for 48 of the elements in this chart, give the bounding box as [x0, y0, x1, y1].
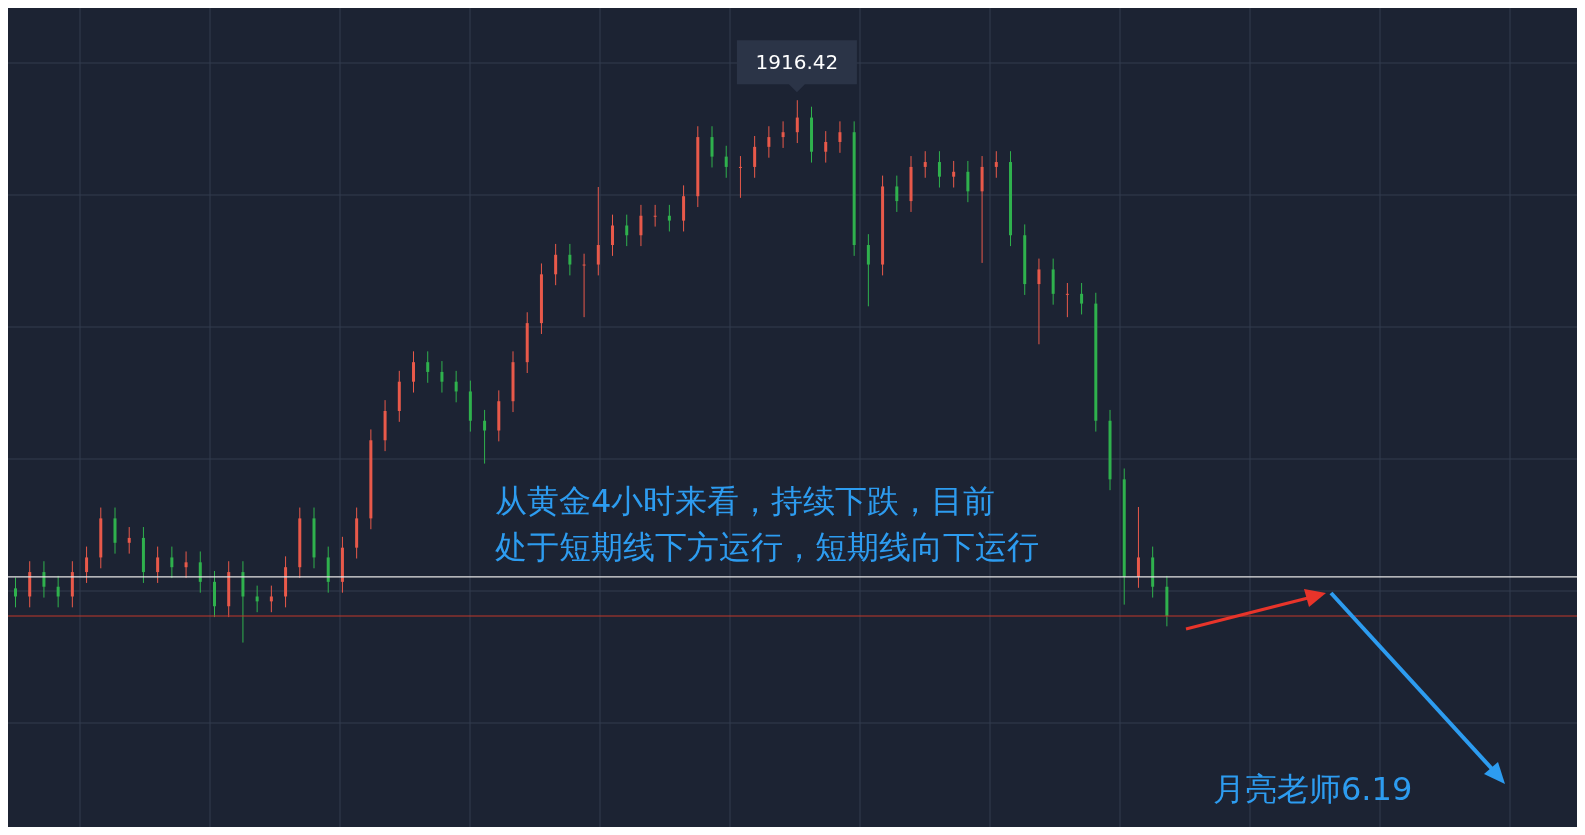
candlestick — [767, 125, 771, 159]
candlestick — [710, 125, 714, 168]
candlestick — [127, 526, 131, 555]
candlestick — [653, 204, 657, 228]
candlestick — [255, 585, 259, 613]
candlestick — [412, 350, 416, 394]
candlestick — [14, 577, 17, 608]
candlestick — [611, 214, 615, 257]
candlestick — [1037, 258, 1041, 345]
candlestick — [170, 546, 174, 579]
candlestick — [667, 204, 671, 232]
candlestick — [85, 546, 89, 584]
candlestick — [866, 233, 870, 307]
candlestick — [582, 253, 586, 318]
text: 月亮老师6.19 — [1213, 769, 1413, 810]
candlestick — [838, 120, 842, 154]
candlestick — [795, 99, 799, 144]
candlestick — [184, 550, 188, 579]
candlestick — [937, 150, 941, 189]
candlestick — [269, 585, 273, 613]
candlestick — [554, 243, 558, 286]
annotation: 处于短期线下方运行，短期线向下运行 — [495, 527, 1039, 568]
annotation: 1916.42 — [755, 50, 839, 75]
candlestick — [198, 550, 202, 594]
candlestick — [966, 160, 970, 203]
candlestick — [952, 160, 956, 189]
candlestick — [440, 360, 444, 394]
candlestick — [426, 350, 430, 384]
candlestick — [923, 150, 927, 179]
candlestick — [1136, 506, 1140, 589]
candlestick — [1065, 282, 1069, 318]
candlestick — [781, 120, 785, 149]
candlestick — [724, 145, 728, 179]
candlestick — [568, 243, 572, 276]
annotation: 从黄金4小时来看，持续下跌，目前 — [495, 481, 996, 522]
candlestick — [483, 409, 487, 465]
candlestick — [738, 155, 742, 199]
candlestick — [895, 175, 899, 213]
candlestick — [753, 135, 757, 179]
candlestick — [454, 370, 458, 403]
candlestick — [639, 204, 643, 247]
candlestick — [56, 575, 60, 608]
candlestick — [1080, 282, 1084, 315]
candlestick — [156, 546, 160, 584]
candlestick — [994, 150, 998, 179]
candlestick — [824, 130, 828, 164]
candlestick — [625, 214, 629, 247]
candlestick — [596, 186, 600, 276]
